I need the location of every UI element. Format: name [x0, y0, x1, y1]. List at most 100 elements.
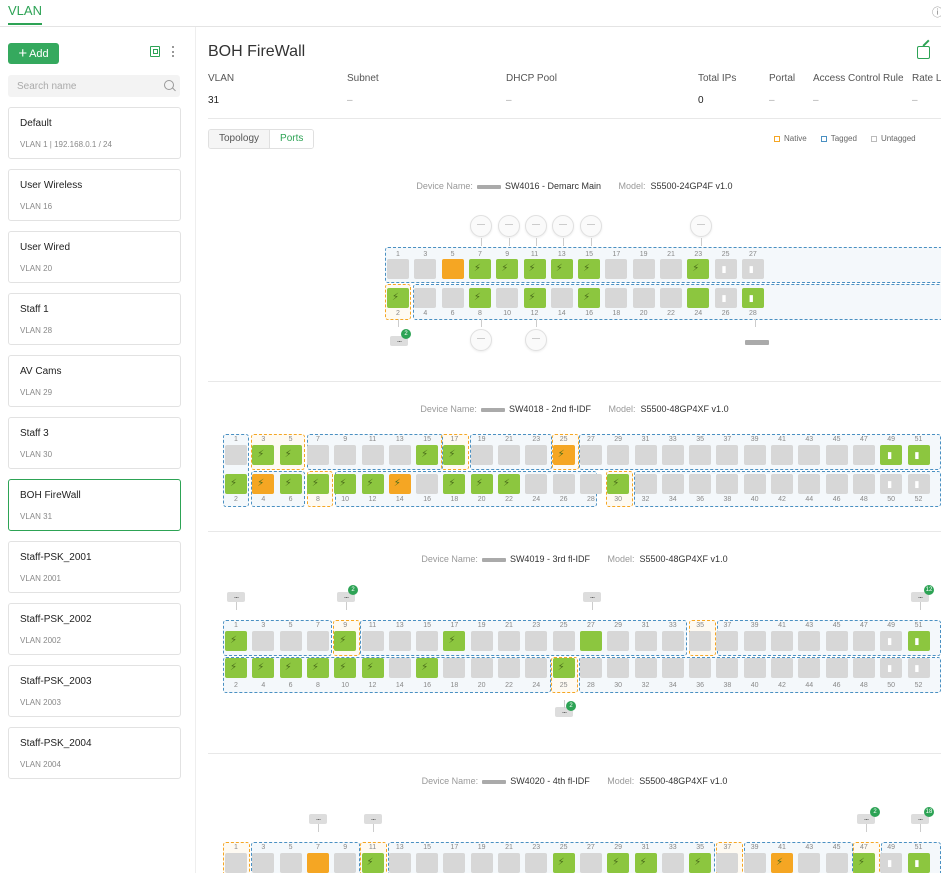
switch-port[interactable]	[660, 288, 682, 308]
switch-port[interactable]	[743, 631, 766, 651]
switch-port[interactable]	[771, 658, 793, 678]
info-icon[interactable]: ⓘ	[932, 7, 941, 19]
switch-port[interactable]: ⚡	[607, 474, 630, 494]
switch-port[interactable]: ⚡	[279, 658, 302, 678]
switch-port[interactable]	[388, 445, 411, 465]
switch-port[interactable]: ⚡	[361, 853, 384, 873]
switch-port[interactable]	[716, 631, 739, 651]
switch-port[interactable]	[743, 853, 766, 873]
switch-port[interactable]: ⚡	[552, 658, 575, 678]
vlan-list-item[interactable]: Staff 1 VLAN 28	[8, 293, 181, 345]
switch-port[interactable]	[334, 445, 357, 465]
switch-port[interactable]: ⚡	[578, 288, 601, 308]
switch-port[interactable]: ⚡	[634, 853, 657, 873]
switch-port[interactable]	[387, 259, 409, 279]
switch-port[interactable]	[771, 474, 793, 494]
search-input[interactable]	[8, 75, 180, 97]
switch-port[interactable]: ⚡	[252, 445, 275, 465]
switch-port[interactable]: ▮	[880, 445, 903, 465]
switch-port[interactable]	[414, 259, 437, 279]
switch-port[interactable]: ⚡	[361, 474, 384, 494]
switch-port[interactable]: ⚡	[225, 631, 247, 651]
switch-port[interactable]	[716, 445, 739, 465]
switch-port[interactable]: ⚡	[443, 474, 466, 494]
switch-port[interactable]	[306, 853, 329, 873]
switch-port[interactable]	[388, 631, 411, 651]
vlan-list-item[interactable]: AV Cams VLAN 29	[8, 355, 181, 407]
switch-port[interactable]	[496, 288, 519, 308]
switch-port[interactable]	[743, 445, 766, 465]
switch-port[interactable]	[825, 445, 848, 465]
switch-port[interactable]: ⚡	[279, 474, 302, 494]
switch-port[interactable]	[825, 631, 848, 651]
switch-port[interactable]	[579, 474, 602, 494]
switch-port[interactable]	[687, 288, 710, 308]
switch-port[interactable]: ⚡	[388, 474, 411, 494]
more-ports-button[interactable]: ...	[309, 813, 327, 824]
switch-port[interactable]	[607, 658, 630, 678]
switch-port[interactable]: ⚡	[416, 445, 439, 465]
switch-port[interactable]	[798, 853, 821, 873]
switch-port[interactable]: ⚡	[361, 658, 384, 678]
switch-port[interactable]	[634, 445, 657, 465]
switch-port[interactable]	[443, 658, 466, 678]
switch-port[interactable]	[416, 474, 439, 494]
vlan-list-item[interactable]: User Wireless VLAN 16	[8, 169, 181, 221]
switch-port[interactable]	[825, 853, 848, 873]
switch-port[interactable]: ▮	[714, 259, 737, 279]
add-vlan-button[interactable]: + Add	[8, 43, 59, 64]
switch-port[interactable]	[825, 658, 848, 678]
switch-port[interactable]: ▮	[714, 288, 737, 308]
switch-port[interactable]: ⚡	[523, 259, 546, 279]
switch-port[interactable]: ⚡	[552, 445, 575, 465]
switch-port[interactable]	[825, 474, 848, 494]
switch-port[interactable]: ⚡	[552, 853, 575, 873]
switch-port[interactable]: ▮	[907, 445, 930, 465]
switch-port[interactable]: ⚡	[550, 259, 573, 279]
more-ports-button[interactable]: ...	[337, 591, 355, 602]
switch-port[interactable]: ⚡	[468, 288, 491, 308]
switch-port[interactable]: ⚡	[578, 259, 601, 279]
switch-port[interactable]	[579, 631, 602, 651]
vlan-list-item[interactable]: Staff-PSK_2002 VLAN 2002	[8, 603, 181, 655]
more-ports-button[interactable]: ...	[227, 591, 245, 602]
switch-port[interactable]: ⚡	[607, 853, 630, 873]
tab-ports[interactable]: Ports	[269, 130, 314, 148]
switch-port[interactable]	[661, 474, 684, 494]
more-ports-button[interactable]: ...	[911, 591, 929, 602]
switch-port[interactable]	[225, 853, 247, 873]
more-ports-button[interactable]: ...	[911, 813, 929, 824]
switch-port[interactable]	[661, 853, 684, 873]
switch-port[interactable]: ⚡	[306, 658, 329, 678]
vlan-list-item[interactable]: Staff-PSK_2004 VLAN 2004	[8, 727, 181, 779]
switch-port[interactable]	[689, 658, 712, 678]
switch-port[interactable]	[743, 474, 766, 494]
switch-port[interactable]: ⚡	[225, 658, 247, 678]
switch-port[interactable]	[852, 474, 875, 494]
vlan-list-item[interactable]: Staff-PSK_2003 VLAN 2003	[8, 665, 181, 717]
switch-port[interactable]: ⚡	[416, 658, 439, 678]
switch-port[interactable]: ⚡	[498, 474, 520, 494]
switch-port[interactable]: ▮	[907, 853, 930, 873]
switch-port[interactable]	[661, 445, 684, 465]
switch-port[interactable]	[634, 658, 657, 678]
tab-vlan[interactable]: VLAN	[8, 4, 42, 25]
switch-port[interactable]	[279, 853, 302, 873]
more-ports-button[interactable]: ...	[390, 335, 408, 346]
switch-port[interactable]: ⚡	[334, 658, 357, 678]
switch-port[interactable]: ⚡	[279, 445, 302, 465]
switch-port[interactable]	[525, 445, 548, 465]
switch-port[interactable]	[306, 631, 329, 651]
switch-port[interactable]	[470, 658, 493, 678]
switch-port[interactable]	[470, 853, 493, 873]
switch-port[interactable]: ⚡	[225, 474, 247, 494]
switch-port[interactable]: ▮	[741, 288, 764, 308]
switch-port[interactable]	[443, 853, 466, 873]
switch-port[interactable]: ⚡	[252, 658, 275, 678]
switch-port[interactable]: ▮	[907, 474, 930, 494]
switch-port[interactable]	[470, 445, 493, 465]
switch-port[interactable]	[388, 658, 411, 678]
switch-port[interactable]	[852, 658, 875, 678]
switch-port[interactable]	[579, 445, 602, 465]
tab-topology[interactable]: Topology	[209, 130, 270, 148]
